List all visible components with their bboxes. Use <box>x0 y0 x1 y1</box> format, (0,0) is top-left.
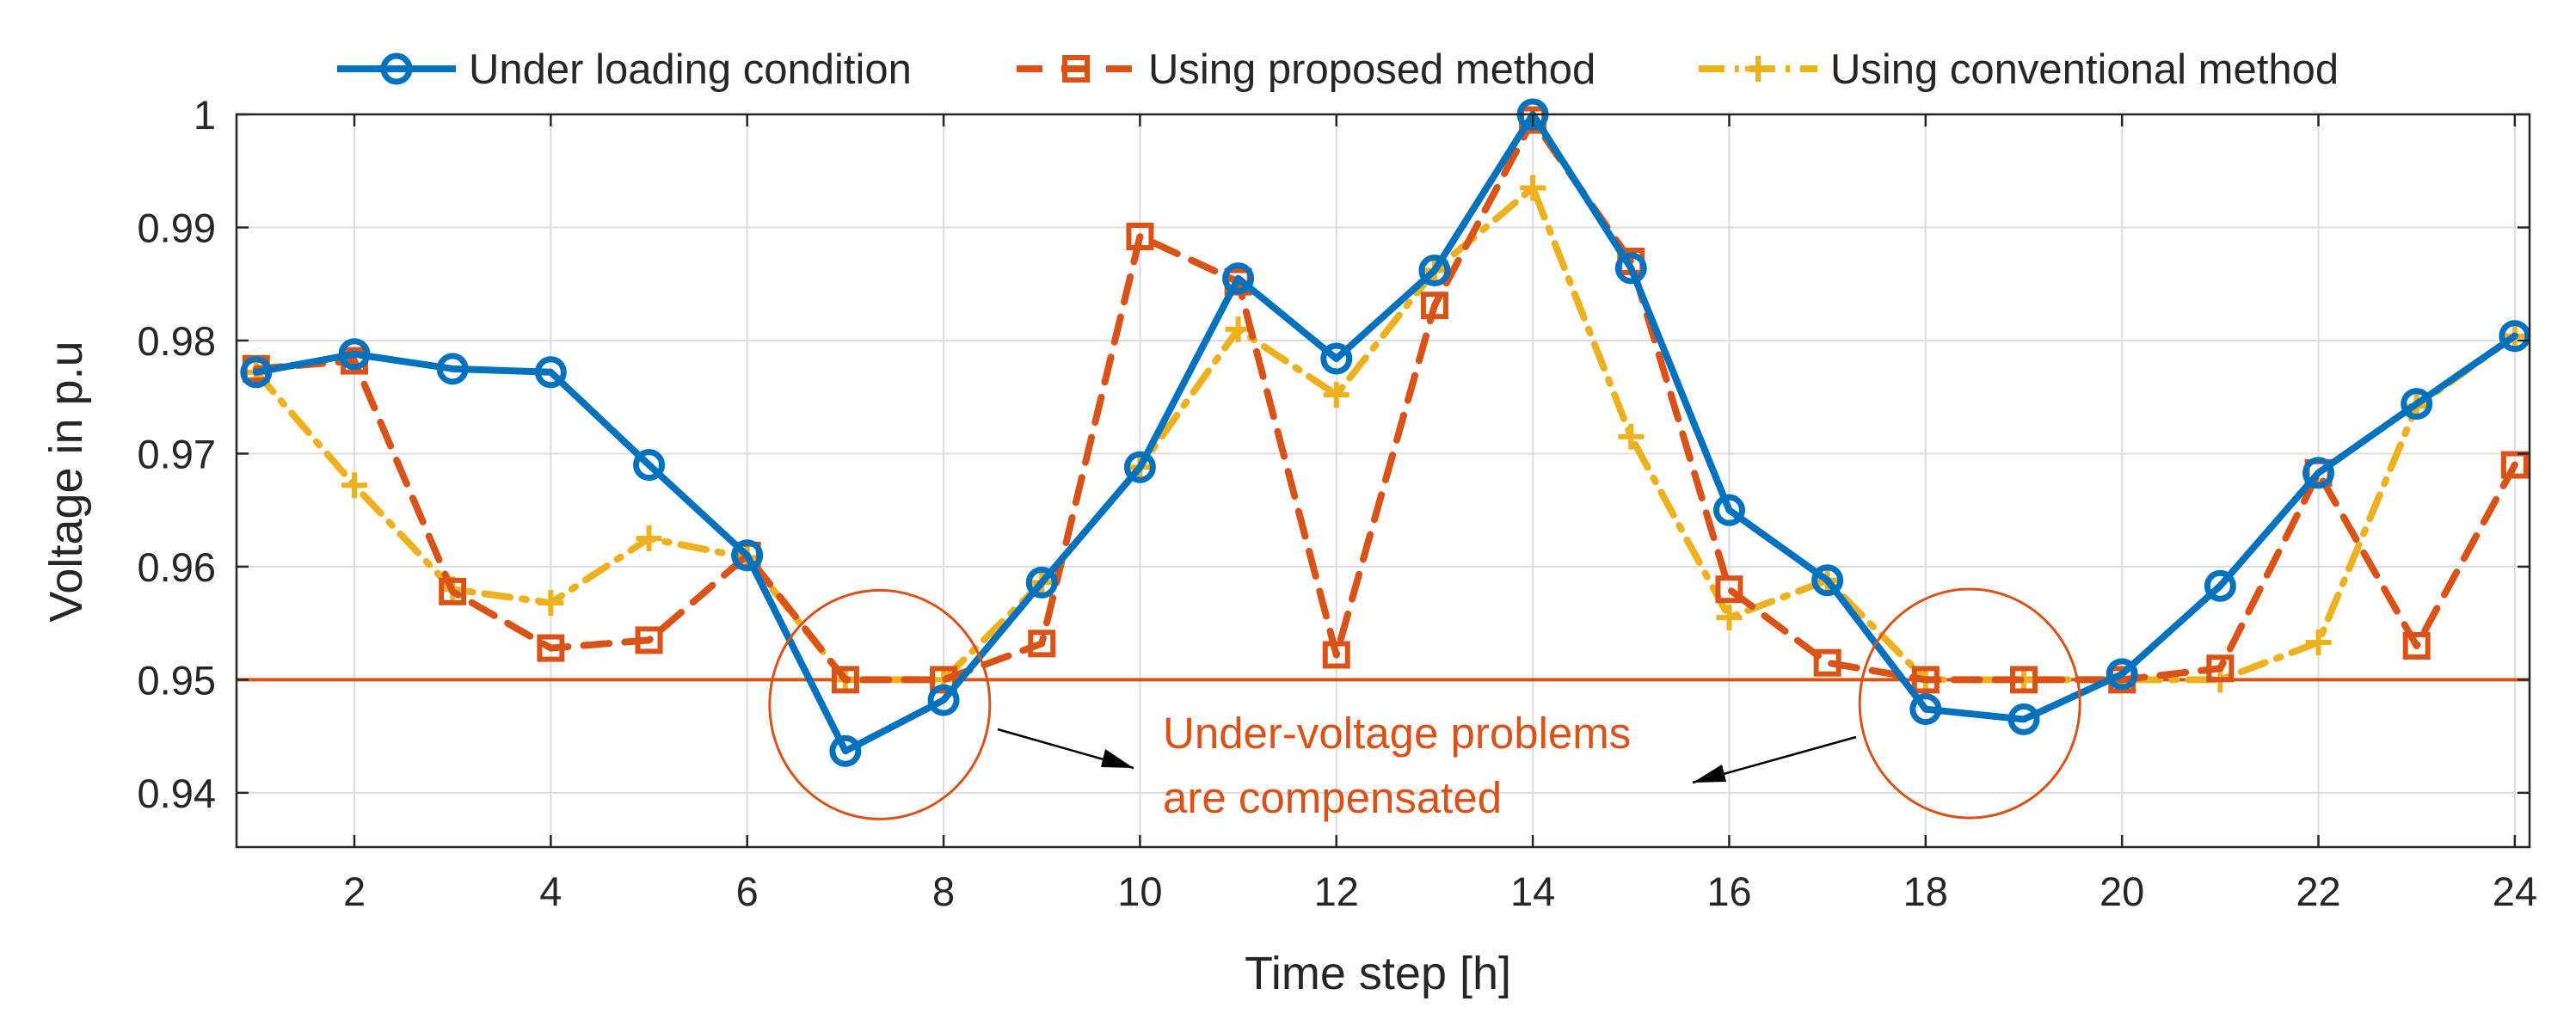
series-layer <box>240 98 2531 767</box>
y-tick-label: 0.97 <box>138 431 216 476</box>
data-point-s0-12 <box>1418 254 1451 286</box>
data-point-s0-19 <box>2106 658 2138 691</box>
data-point-s0-0 <box>240 356 273 389</box>
data-point-s0-3 <box>534 356 567 389</box>
data-point-s1-22 <box>2402 631 2431 660</box>
legend-label-2: Using conventional method <box>1830 46 2339 93</box>
data-point-s0-5 <box>731 539 764 572</box>
y-tick-label: 0.94 <box>138 771 216 816</box>
data-point-s1-11 <box>1322 641 1350 669</box>
data-point-s0-2 <box>436 353 469 385</box>
data-point-s0-20 <box>2204 569 2236 602</box>
data-point-s0-22 <box>2401 388 2433 421</box>
legend-marker-0 <box>380 52 413 85</box>
data-point-s2-15 <box>1716 605 1743 631</box>
data-point-s1-23 <box>2500 451 2529 479</box>
data-point-s0-1 <box>338 338 371 371</box>
series-line-1 <box>252 116 2518 684</box>
data-point-s1-20 <box>2206 654 2235 683</box>
plot-frame <box>235 113 2531 849</box>
data-point-s0-23 <box>2499 320 2531 353</box>
data-point-s0-10 <box>1222 262 1255 295</box>
legend: Under loading condition Using proposed me… <box>337 46 2339 93</box>
x-axis-ticks: 2 4 6 8 10 12 14 16 18 20 22 24 <box>343 114 2537 914</box>
x-tick-label: 10 <box>1117 869 1162 914</box>
data-point-s0-16 <box>1811 564 1844 597</box>
data-point-s1-6 <box>831 666 859 694</box>
series-line-0 <box>252 111 2518 755</box>
data-point-s1-2 <box>439 577 467 605</box>
x-tick-label: 22 <box>2296 869 2340 914</box>
annotation-circles <box>768 587 2081 820</box>
x-tick-label: 6 <box>736 869 759 914</box>
data-point-s2-10 <box>1225 316 1251 342</box>
data-point-s1-17 <box>1911 666 1940 694</box>
legend-label-1: Using proposed method <box>1148 46 1595 93</box>
legend-marker-2 <box>1745 56 1771 82</box>
data-point-s2-14 <box>1618 423 1645 450</box>
x-tick-label: 8 <box>932 869 955 914</box>
x-axis-label: Time step [h] <box>1245 948 1511 999</box>
data-point-s0-9 <box>1123 451 1156 483</box>
annotation-text-line-1: Under-voltage problems <box>1163 709 1631 758</box>
legend-marker-1 <box>1062 55 1090 83</box>
data-point-s1-18 <box>2009 666 2038 694</box>
y-tick-label: 0.99 <box>138 205 216 250</box>
data-point-s1-3 <box>537 634 565 662</box>
x-tick-label: 2 <box>343 869 366 914</box>
data-point-s2-11 <box>1323 382 1349 408</box>
data-point-s0-11 <box>1320 342 1353 375</box>
y-tick-label: 1 <box>194 92 216 138</box>
y-axis-ticks: 0.94 0.95 0.96 0.97 0.98 0.99 1 <box>138 92 2530 816</box>
x-tick-label: 24 <box>2493 869 2537 914</box>
data-point-s2-3 <box>538 590 564 616</box>
data-point-s1-7 <box>930 666 958 694</box>
x-tick-label: 20 <box>2100 869 2144 914</box>
x-tick-label: 12 <box>1314 869 1359 914</box>
annotation-text-line-2: are compensated <box>1163 773 1502 822</box>
data-point-s2-1 <box>341 472 368 499</box>
annotation-arrowhead-right <box>1693 765 1726 783</box>
data-point-s0-21 <box>2302 457 2335 489</box>
x-tick-label: 14 <box>1510 869 1555 914</box>
data-point-s2-13 <box>1520 175 1546 201</box>
y-axis-label: Voltage in p.u <box>40 341 92 622</box>
y-tick-label: 0.96 <box>138 544 216 590</box>
data-point-s0-18 <box>2007 703 2040 735</box>
annotation-circle <box>1858 587 2081 820</box>
y-tick-label: 0.95 <box>138 657 216 703</box>
data-point-s1-8 <box>1028 630 1056 658</box>
data-point-s0-15 <box>1712 494 1745 526</box>
data-point-s1-16 <box>1813 648 1841 677</box>
data-point-s0-8 <box>1025 566 1058 599</box>
x-tick-label: 16 <box>1706 869 1751 914</box>
annotation-group: Under-voltage problems are compensated <box>768 587 2081 822</box>
data-point-s1-4 <box>635 626 663 654</box>
data-point-s1-12 <box>1420 292 1448 320</box>
data-point-s0-6 <box>829 734 862 767</box>
annotation-arrowhead-left <box>1101 749 1134 768</box>
data-point-s1-15 <box>1715 575 1743 604</box>
legend-label-0: Under loading condition <box>469 46 912 93</box>
data-point-s0-14 <box>1614 252 1647 285</box>
data-point-s2-4 <box>636 525 662 552</box>
data-point-s2-21 <box>2305 630 2332 656</box>
data-point-s0-7 <box>927 684 960 716</box>
data-point-s1-9 <box>1126 223 1154 250</box>
annotation-circle <box>768 588 992 820</box>
data-point-s0-17 <box>1909 693 1942 726</box>
x-tick-label: 18 <box>1903 869 1948 914</box>
y-tick-label: 0.98 <box>138 318 216 364</box>
x-tick-label: 4 <box>539 869 562 914</box>
data-point-s0-4 <box>633 449 666 482</box>
